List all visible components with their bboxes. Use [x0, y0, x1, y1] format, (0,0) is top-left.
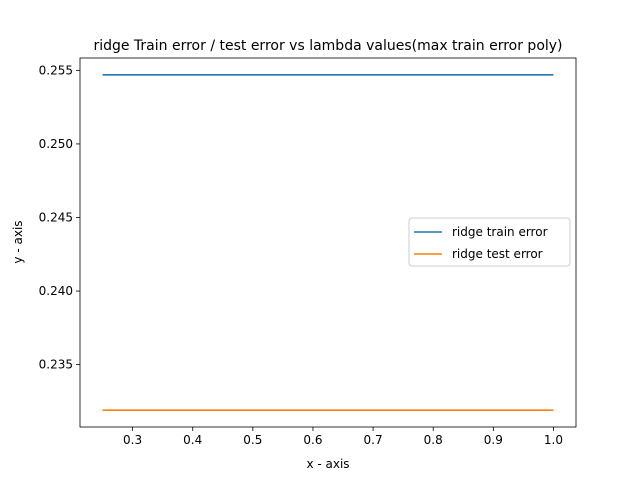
- x-tick-label: 1.0: [544, 433, 563, 447]
- x-tick-label: 0.3: [123, 433, 142, 447]
- legend: ridge train error ridge test error: [408, 217, 571, 267]
- plot-area: 0.3 0.4 0.5 0.6 0.7 0.8 0.9 1.0 0.235 0.240 0.245 0…: [39, 57, 577, 447]
- y-tick-label: 0.235: [39, 358, 73, 372]
- legend-box: [408, 217, 571, 267]
- y-tick-label: 0.240: [39, 284, 73, 298]
- axes-frame: [79, 57, 577, 428]
- legend-label: ridge test error: [452, 247, 543, 261]
- x-tick-label: 0.4: [183, 433, 202, 447]
- y-tick-label: 0.255: [39, 63, 73, 77]
- x-tick-label: 0.6: [303, 433, 322, 447]
- y-tick-label: 0.245: [39, 210, 73, 224]
- x-tick-label: 0.5: [243, 433, 262, 447]
- x-tick-label: 0.7: [364, 433, 383, 447]
- x-tick-label: 0.8: [424, 433, 443, 447]
- y-axis-title: y - axis: [11, 220, 25, 263]
- legend-label: ridge train error: [452, 225, 548, 239]
- x-tick-label: 0.9: [484, 433, 503, 447]
- y-tick-label: 0.250: [39, 137, 73, 151]
- chart-title: ridge Train error / test error vs lambda…: [93, 38, 562, 54]
- x-axis-title: x - axis: [306, 457, 349, 471]
